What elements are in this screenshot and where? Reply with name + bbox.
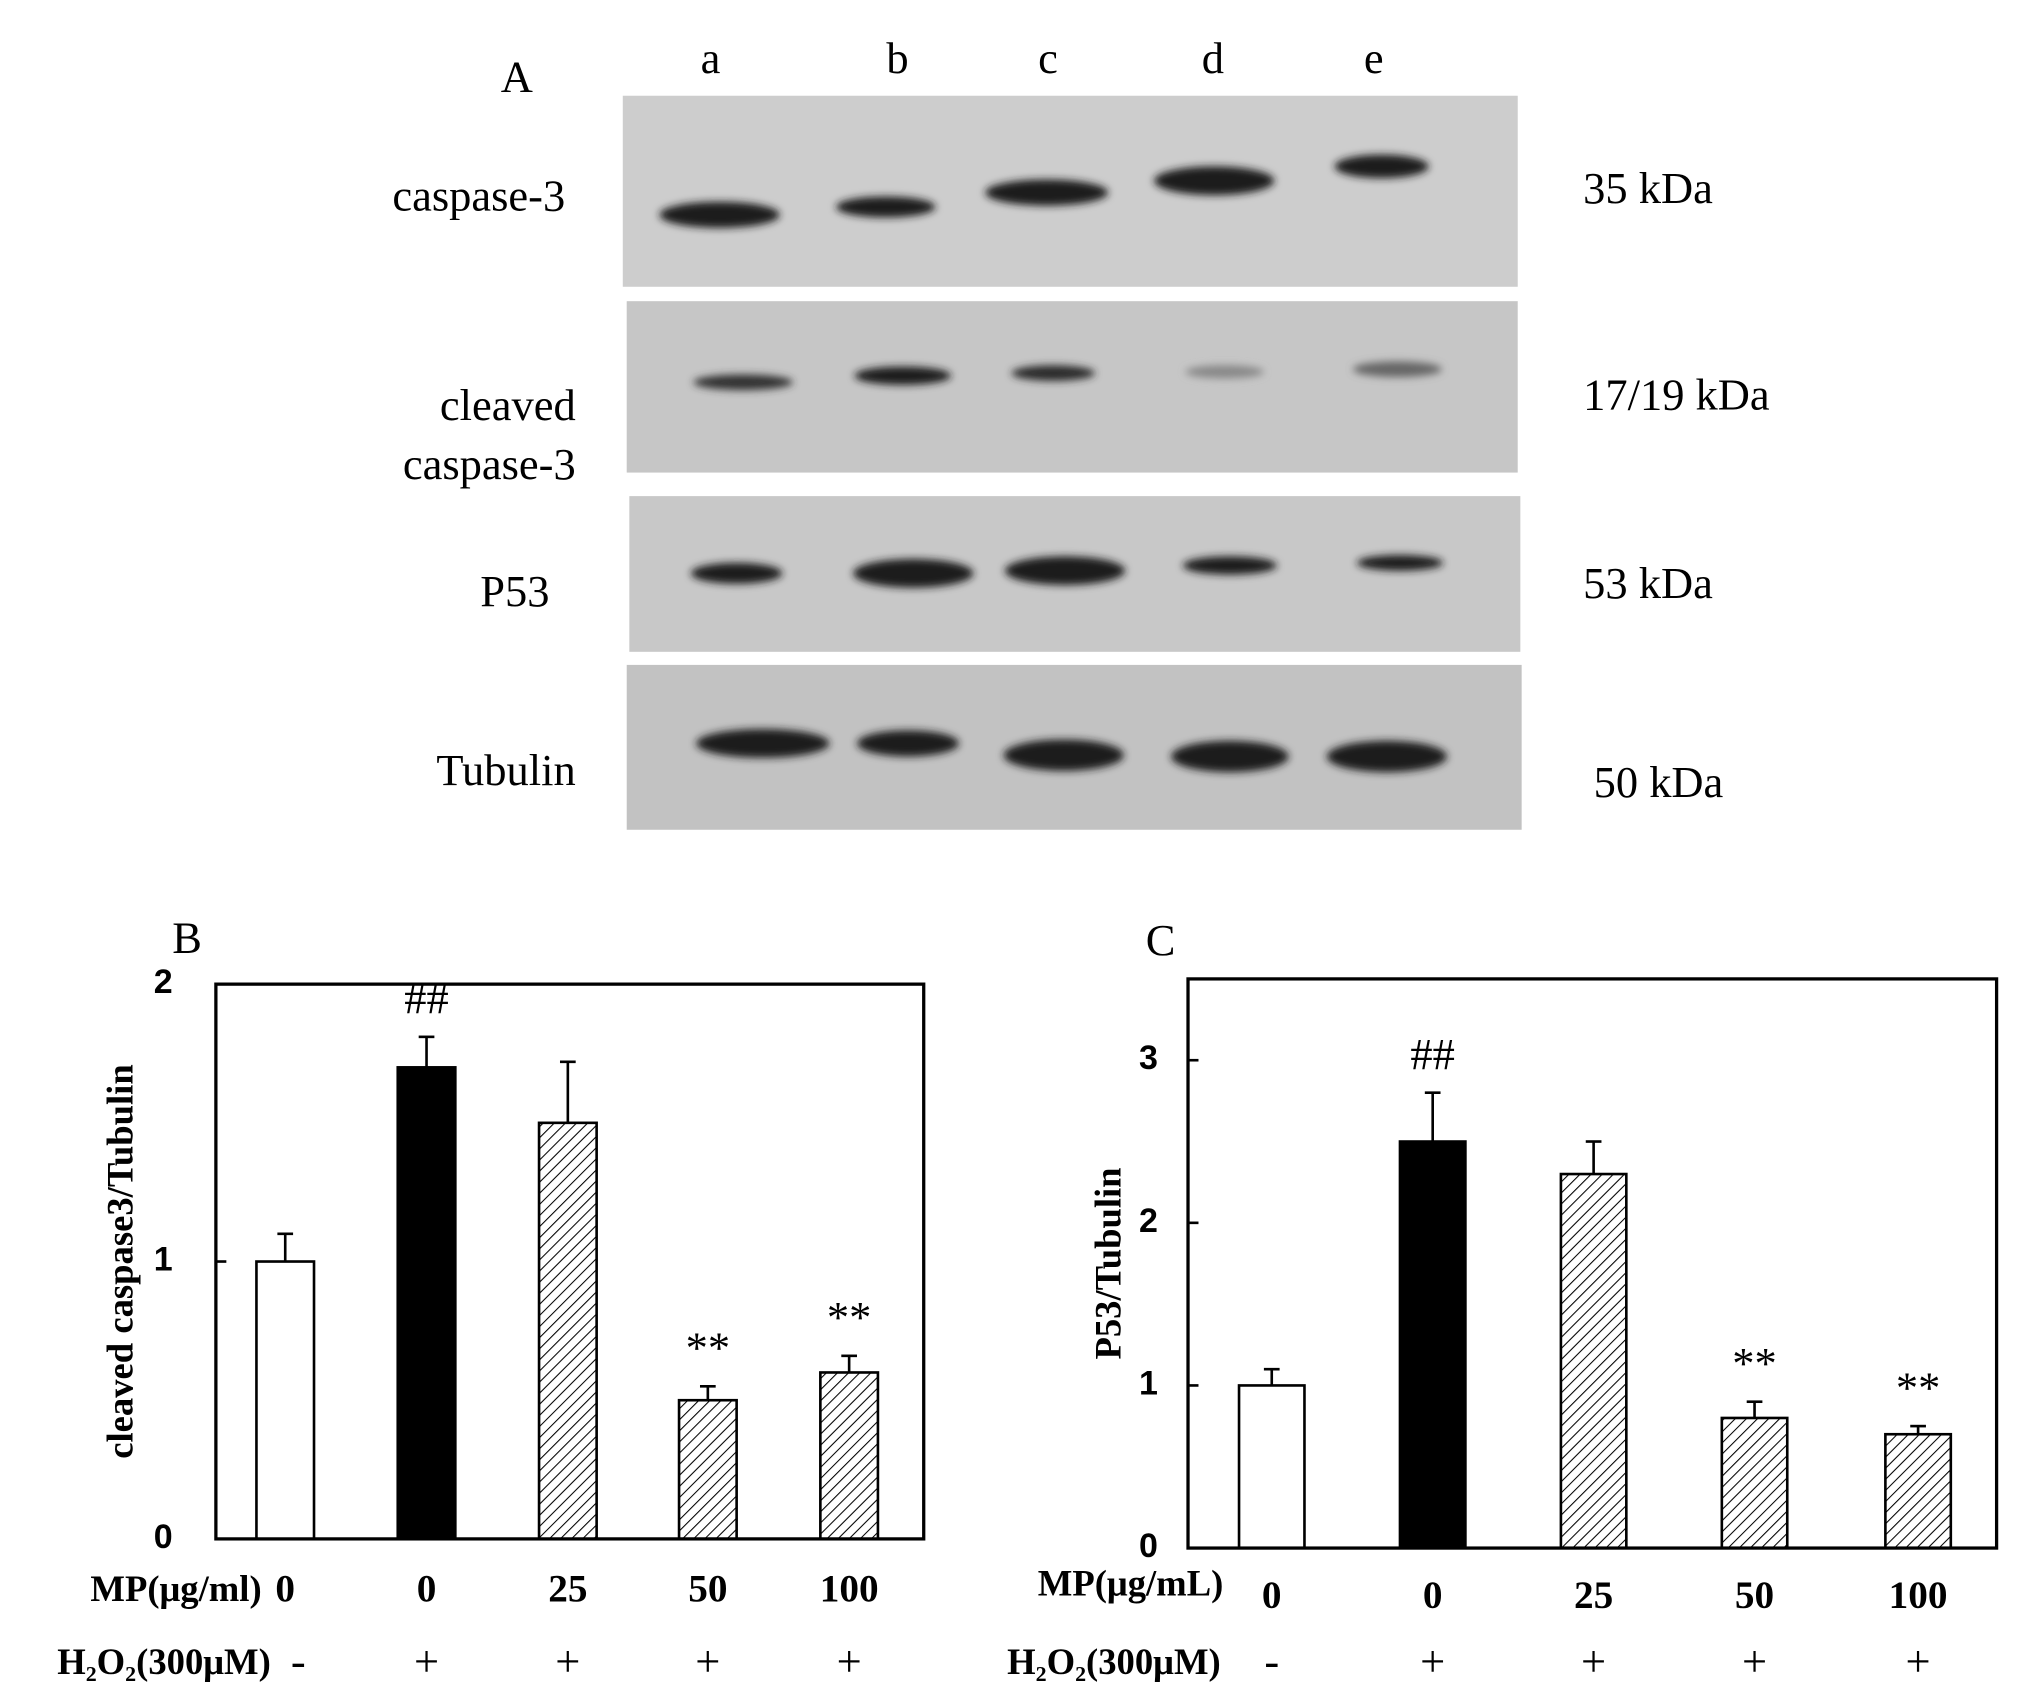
x-tick-label: 0: [417, 1568, 437, 1611]
western-blot: [622, 95, 1522, 830]
h2o2-label: +: [414, 1636, 439, 1686]
bar: [1720, 1416, 1789, 1550]
y-tick-label: 0: [154, 1518, 173, 1556]
row-label: P53: [480, 566, 549, 616]
lane-label: e: [1364, 33, 1384, 83]
h2o2-label: +: [1581, 1636, 1606, 1686]
x-row-label: MP(μg/mL): [1038, 1563, 1224, 1604]
lane-label: b: [886, 33, 908, 83]
row-label: cleaved: [440, 380, 576, 430]
bar: [255, 1260, 316, 1541]
panel-letter: C: [1146, 915, 1176, 965]
lane-label: c: [1038, 33, 1058, 83]
x-tick-label: 100: [1889, 1574, 1948, 1617]
bands: [659, 154, 1448, 773]
x-tick-label: 25: [548, 1568, 587, 1611]
plot-frame: [1186, 977, 1999, 1550]
y-axis-label: cleaved caspase3/Tubulin: [100, 1064, 141, 1459]
y-tick-label: 1: [1139, 1364, 1158, 1402]
panel-letter: B: [172, 912, 202, 962]
x-tick-label: 0: [1423, 1574, 1443, 1617]
panel-letter: A: [501, 52, 533, 102]
bar: [396, 1066, 457, 1541]
y-axis-label: P53/Tubulin: [1088, 1167, 1129, 1359]
row-label: caspase-3: [403, 439, 576, 489]
row-label: Tubulin: [436, 745, 575, 795]
size-label: 50 kDa: [1594, 757, 1724, 807]
bar: [819, 1371, 880, 1541]
x-tick-label: 25: [1574, 1574, 1613, 1617]
x-row-label: MP(μg/ml): [90, 1568, 261, 1609]
y-tick-label: 0: [1139, 1527, 1158, 1565]
bar: [1237, 1384, 1306, 1550]
annotation: ##: [404, 973, 448, 1023]
h2o2-label: +: [1906, 1636, 1931, 1686]
plot-frame: [214, 982, 926, 1541]
y-tick-label: 1: [154, 1241, 173, 1279]
row-label: caspase-3: [392, 171, 565, 221]
h2o2-label: +: [695, 1636, 720, 1686]
y-tick-label: 2: [1139, 1202, 1158, 1240]
bar: [1884, 1432, 1953, 1550]
size-label: 35 kDa: [1583, 163, 1713, 213]
x-tick-label: 0: [1262, 1574, 1282, 1617]
x-tick-label: 100: [820, 1568, 879, 1611]
size-label: 53 kDa: [1583, 558, 1713, 608]
h2o2-label: +: [837, 1636, 862, 1686]
h2o2-label: -: [291, 1636, 306, 1686]
annotation: **: [686, 1323, 730, 1373]
x-tick-label: 0: [275, 1568, 295, 1611]
x-tick-label: 50: [688, 1568, 727, 1611]
h2o2-label: +: [555, 1636, 580, 1686]
h2o2-label: -: [1264, 1636, 1279, 1686]
x-tick-label: 50: [1735, 1574, 1774, 1617]
h2o2-row-label: H₂O₂(300μM): [1007, 1641, 1221, 1682]
annotation: **: [1732, 1338, 1776, 1388]
y-tick-label: 3: [1139, 1039, 1158, 1077]
bar: [537, 1121, 598, 1541]
y-tick-label: 2: [154, 963, 173, 1001]
h2o2-row-label: H₂O₂(300μM): [57, 1641, 271, 1682]
h2o2-label: +: [1420, 1636, 1445, 1686]
annotation: **: [827, 1292, 871, 1342]
size-label: 17/19 kDa: [1583, 370, 1770, 420]
lane-label: d: [1202, 33, 1224, 83]
annotation: **: [1896, 1362, 1940, 1412]
bar: [677, 1398, 738, 1541]
h2o2-label: +: [1742, 1636, 1767, 1686]
annotation: ##: [1410, 1029, 1454, 1079]
bar: [1559, 1172, 1628, 1550]
bar: [1398, 1140, 1467, 1550]
lane-label: a: [701, 33, 721, 83]
